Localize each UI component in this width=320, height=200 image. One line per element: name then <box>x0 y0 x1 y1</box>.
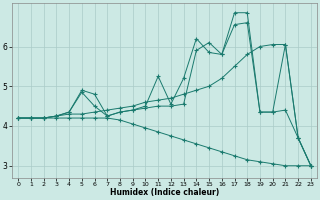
X-axis label: Humidex (Indice chaleur): Humidex (Indice chaleur) <box>110 188 219 197</box>
